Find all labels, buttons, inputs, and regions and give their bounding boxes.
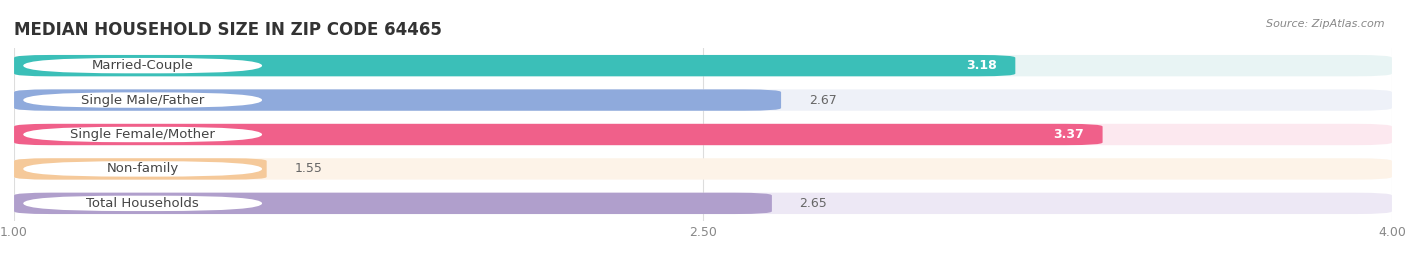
FancyBboxPatch shape xyxy=(24,161,262,177)
Text: 2.67: 2.67 xyxy=(808,94,837,107)
Text: 1.55: 1.55 xyxy=(294,162,322,175)
Text: 3.37: 3.37 xyxy=(1053,128,1084,141)
FancyBboxPatch shape xyxy=(14,158,267,180)
Text: Total Households: Total Households xyxy=(86,197,200,210)
FancyBboxPatch shape xyxy=(24,196,262,211)
FancyBboxPatch shape xyxy=(24,92,262,108)
Text: Source: ZipAtlas.com: Source: ZipAtlas.com xyxy=(1267,19,1385,29)
Text: 2.65: 2.65 xyxy=(800,197,827,210)
FancyBboxPatch shape xyxy=(14,55,1392,76)
FancyBboxPatch shape xyxy=(14,89,782,111)
Text: 3.18: 3.18 xyxy=(966,59,997,72)
FancyBboxPatch shape xyxy=(14,124,1392,145)
Text: Single Male/Father: Single Male/Father xyxy=(82,94,204,107)
FancyBboxPatch shape xyxy=(14,55,1015,76)
FancyBboxPatch shape xyxy=(14,158,1392,180)
FancyBboxPatch shape xyxy=(14,124,1102,145)
Text: Non-family: Non-family xyxy=(107,162,179,175)
FancyBboxPatch shape xyxy=(24,58,262,73)
FancyBboxPatch shape xyxy=(14,193,1392,214)
FancyBboxPatch shape xyxy=(24,127,262,142)
FancyBboxPatch shape xyxy=(14,193,772,214)
Text: Married-Couple: Married-Couple xyxy=(91,59,194,72)
Text: Single Female/Mother: Single Female/Mother xyxy=(70,128,215,141)
Text: MEDIAN HOUSEHOLD SIZE IN ZIP CODE 64465: MEDIAN HOUSEHOLD SIZE IN ZIP CODE 64465 xyxy=(14,20,441,38)
FancyBboxPatch shape xyxy=(14,89,1392,111)
